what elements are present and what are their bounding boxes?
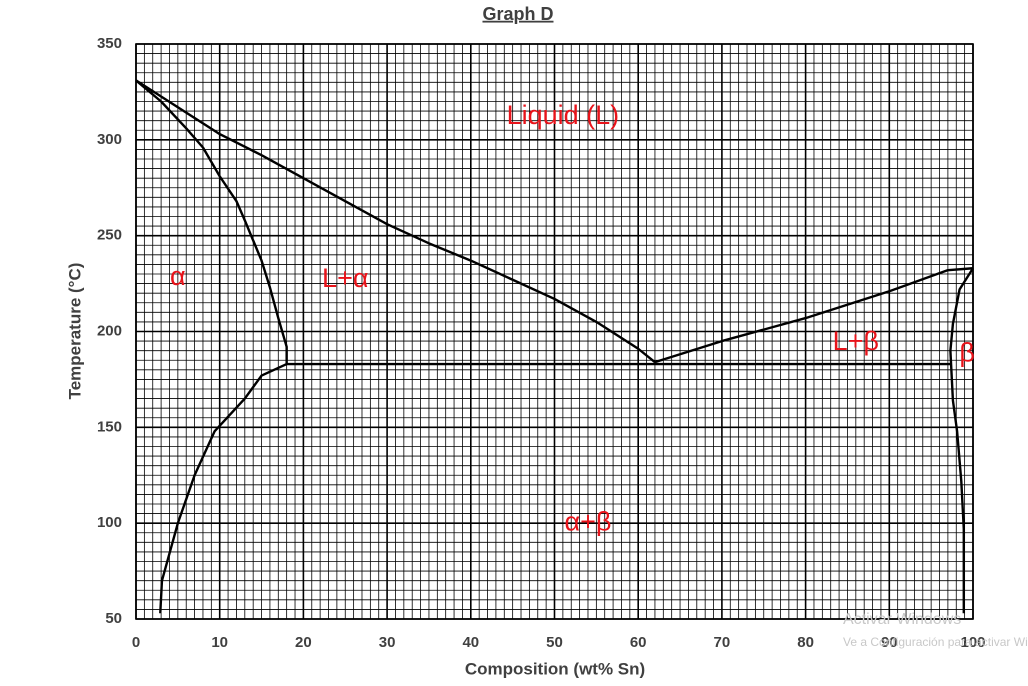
x-tick-label: 20 [295,634,312,651]
x-tick-label: 80 [797,634,814,651]
y-tick-label: 200 [97,322,122,339]
region-label: L+α [322,263,368,293]
phase-boundary [949,267,975,614]
phase-boundary [159,362,288,614]
x-tick-label: 40 [462,634,479,651]
x-tick-label: 10 [211,634,228,651]
x-tick-label: 90 [881,634,898,651]
y-tick-label: 150 [97,418,122,435]
x-tick-label: 70 [714,634,731,651]
x-tick-label: 30 [379,634,396,651]
x-tick-label: 50 [546,634,563,651]
y-tick-label: 100 [97,514,122,531]
grid [135,43,974,620]
phase-boundary [654,267,974,364]
y-tick-label: 50 [105,610,122,627]
phase-boundary [135,79,656,364]
y-axis-title: Temperature (°C) [65,263,84,400]
chart-title: Graph D [482,4,553,24]
y-tick-label: 300 [97,131,122,148]
watermark-subtitle: Ve a Configuración para activar Windows [843,635,1028,649]
x-tick-label: 100 [960,634,985,651]
watermark-title: Activar Windows [843,611,961,628]
x-tick-label: 60 [630,634,647,651]
phase-boundary [135,79,288,365]
region-label: α+β [565,506,612,536]
plot [135,79,975,614]
region-label: Liquid (L) [507,100,620,130]
y-tick-label: 350 [97,35,122,52]
x-tick-label: 0 [132,634,140,651]
region-label: α [170,261,186,291]
y-tick-label: 250 [97,227,122,244]
plot-border [135,43,974,620]
region-label: L+β [833,326,879,356]
region-label: β [959,338,975,368]
labels: 0 10 20 30 40 50 60 70 80 90 100 50 100 150 200 250 300 3… [97,35,986,651]
x-axis-title: Composition (wt% Sn) [465,659,645,678]
